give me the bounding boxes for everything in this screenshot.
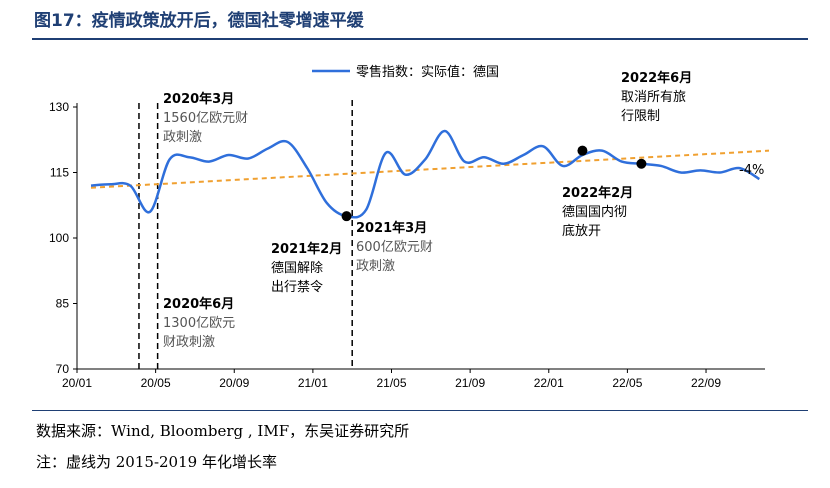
annotation-line: 政刺激	[356, 259, 395, 274]
series-line	[90, 129, 760, 219]
footer-rule	[32, 410, 808, 411]
y-tick-label: 130	[49, 100, 69, 114]
annotation-title: 2021年3月	[356, 220, 427, 236]
annotation-line: 取消所有旅	[621, 90, 686, 105]
legend: 零售指数：实际值：德国	[312, 64, 499, 80]
end-label: -4%	[739, 163, 764, 178]
annotation-line: 德国解除	[271, 261, 323, 276]
annotation-title: 2021年2月	[271, 241, 342, 257]
annotation-line: 出行禁令	[271, 280, 323, 295]
legend-label: 零售指数：实际值：德国	[356, 64, 499, 80]
series-layer	[90, 129, 760, 219]
source-note: 数据来源：Wind, Bloomberg , IMF，东吴证券研究所	[36, 422, 410, 440]
y-tick-label: 115	[50, 166, 69, 180]
event-markers	[138, 100, 353, 369]
annotation-line: 底放开	[562, 223, 601, 239]
highlight-points	[341, 145, 647, 222]
annotation-title: 2020年3月	[163, 91, 234, 107]
x-tick-label: 21/09	[455, 376, 485, 390]
footnote: 注：虚线为 2015-2019 年化增长率	[36, 453, 277, 471]
x-tick-label: 22/09	[691, 376, 721, 390]
x-tick-label: 20/09	[219, 376, 249, 390]
annotation-line: 财政刺激	[163, 335, 215, 350]
x-tick-label: 22/05	[612, 376, 642, 390]
annotation-line: 1300亿欧元	[163, 316, 235, 331]
annotation-line: 行限制	[621, 109, 660, 124]
x-tick-label: 21/05	[376, 376, 406, 390]
x-tick-label: 22/01	[534, 376, 564, 390]
figure-title: 图17：疫情政策放开后，德国社零增速平缓	[34, 11, 364, 31]
y-tick-label: 100	[49, 231, 69, 245]
annotation-line: 政刺激	[163, 130, 202, 145]
y-tick-label: 70	[56, 362, 70, 376]
annotation-title: 2022年6月	[621, 70, 692, 86]
y-tick-label: 85	[56, 297, 70, 311]
chart-axes: 70 85 100 115 130 20/01 20/05 20/09 21/01 21/05 21…	[49, 100, 765, 390]
x-tick-label: 20/01	[62, 376, 92, 390]
highlight-point	[636, 158, 647, 169]
annotation-line: 德国国内彻	[562, 204, 627, 220]
annotations: 2020年3月1560亿欧元财政刺激2020年6月1300亿欧元财政刺激2021…	[163, 70, 764, 350]
x-tick-label: 20/05	[141, 376, 171, 390]
x-tick-label: 21/01	[298, 376, 328, 390]
highlight-point	[577, 145, 588, 156]
title-rule	[32, 38, 808, 40]
annotation-title: 2022年2月	[562, 185, 633, 201]
annotation-title: 2020年6月	[163, 296, 234, 312]
annotation-line: 600亿欧元财	[356, 240, 433, 255]
annotation-line: 1560亿欧元财	[163, 111, 248, 126]
highlight-point	[341, 211, 352, 222]
